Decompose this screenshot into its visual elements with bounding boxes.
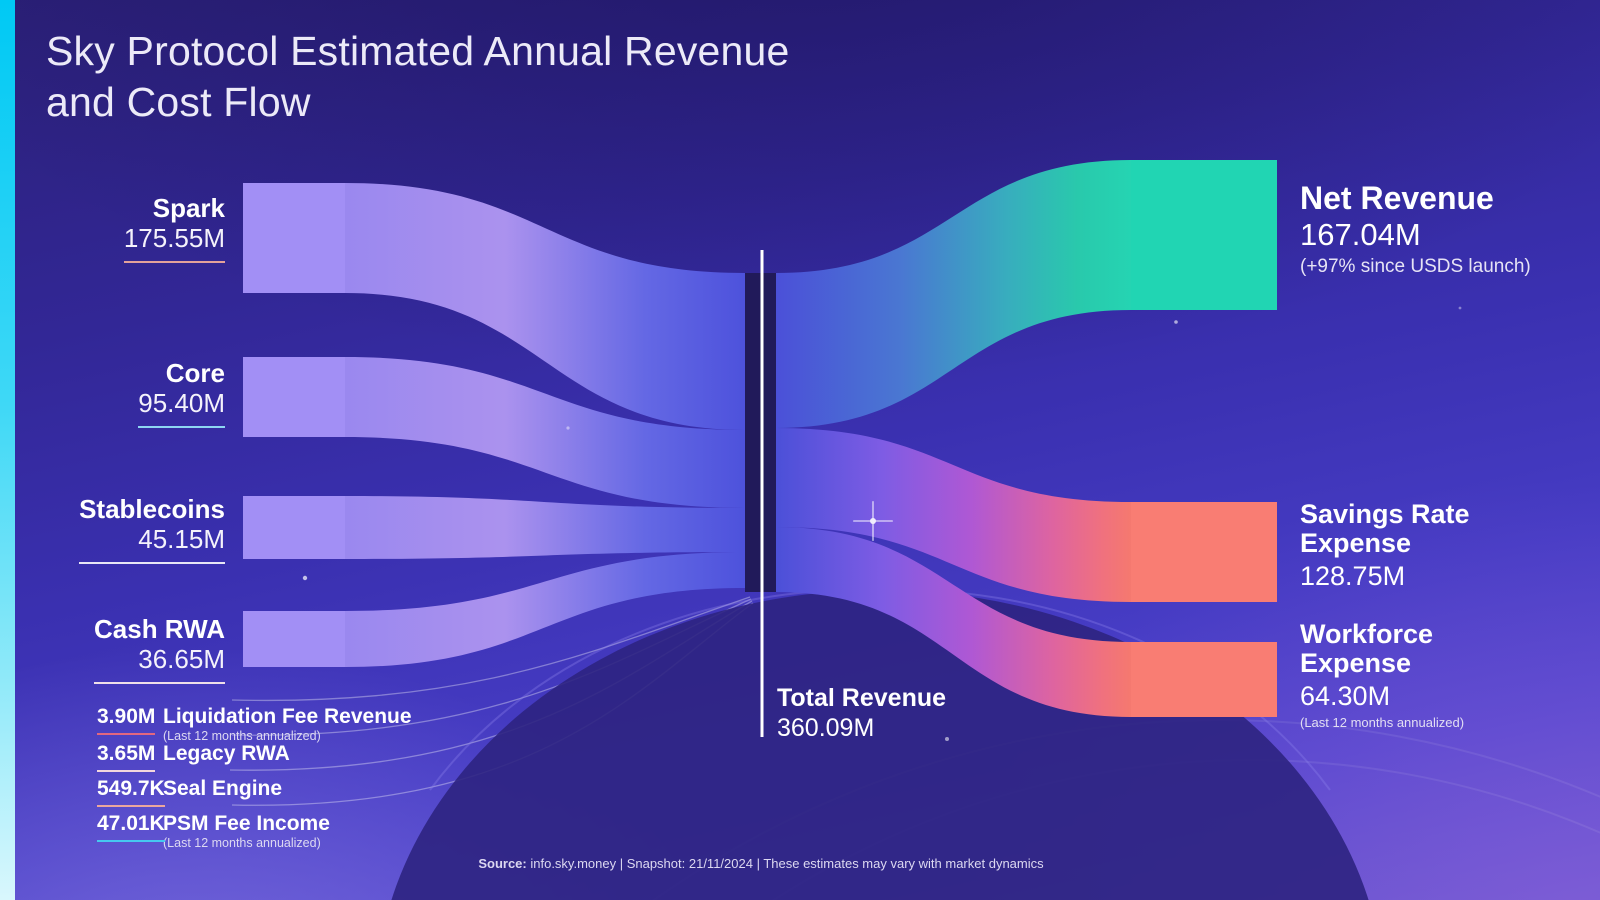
node-core: [243, 357, 345, 437]
stablecoins-underline: [79, 562, 225, 564]
inflow-label-spark: Spark 175.55M: [123, 193, 225, 263]
inflow-row-seal-engine: 549.7K Seal Engine: [97, 777, 283, 807]
core-value: 95.40M: [138, 388, 225, 418]
core-name: Core: [165, 358, 225, 388]
flow-cash-rwa: [345, 552, 745, 667]
center-divider-line: [760, 250, 764, 737]
flow-core: [345, 357, 745, 508]
cash-rwa-name: Cash RWA: [94, 614, 225, 644]
total-revenue-value: 360.09M: [777, 714, 875, 742]
core-underline: [138, 426, 225, 428]
page-title: Sky Protocol Estimated Annual Revenue an…: [46, 26, 790, 128]
flow-stablecoins: [345, 496, 745, 559]
stablecoins-value: 45.15M: [138, 524, 225, 554]
background-particles: [302, 306, 1462, 741]
workforce-value: 64.30M: [1300, 681, 1391, 711]
outflow-label-savings-rate: Savings Rate Expense 128.75M: [1300, 500, 1530, 592]
inflow-nodes: [243, 183, 345, 667]
liquidation-fee-value: 3.90M: [97, 705, 156, 735]
workforce-note: (Last 12 months annualized): [1300, 715, 1465, 730]
psm-fee-name: PSM Fee Income: [163, 812, 330, 835]
stablecoins-name: Stablecoins: [79, 494, 225, 524]
spark-value: 175.55M: [123, 223, 225, 253]
inflow-ribbons: [345, 183, 745, 667]
net-revenue-note: (+97% since USDS launch): [1300, 256, 1531, 277]
net-revenue-value: 167.04M: [1300, 217, 1421, 252]
total-revenue-name: Total Revenue: [777, 684, 947, 712]
legacy-rwa-name: Legacy RWA: [163, 742, 290, 765]
inflow-label-cash-rwa: Cash RWA 36.65M: [94, 614, 225, 684]
outflow-label-net-revenue: Net Revenue 167.04M (+97% since USDS lau…: [1300, 180, 1531, 279]
node-savings-rate-expense: [1131, 502, 1277, 602]
source-label: Source:: [478, 856, 527, 871]
spark-underline: [123, 261, 225, 263]
savings-rate-value: 128.75M: [1300, 561, 1406, 591]
left-accent-strip: [0, 0, 15, 900]
spark-name: Spark: [152, 193, 225, 223]
node-cash-rwa: [243, 611, 345, 667]
liquidation-fee-note: (Last 12 months annualized): [163, 729, 321, 743]
psm-fee-value: 47.01K: [97, 812, 165, 842]
psm-fee-note: (Last 12 months annualized): [163, 836, 321, 850]
node-spark: [243, 183, 345, 293]
cash-rwa-value: 36.65M: [138, 644, 225, 674]
page-title-line2: and Cost Flow: [46, 79, 311, 125]
source-text: info.sky.money | Snapshot: 21/11/2024 | …: [526, 856, 1044, 871]
flow-net-revenue: [776, 160, 1131, 428]
total-revenue-label: Total Revenue 360.09M: [777, 684, 946, 743]
net-revenue-name: Net Revenue: [1300, 180, 1494, 216]
inflow-row-psm-fee: 47.01K PSM Fee Income (Last 12 months an…: [97, 812, 330, 851]
node-net-revenue: [1131, 160, 1277, 310]
flow-workforce-expense: [776, 527, 1131, 717]
flow-savings-rate-expense: [776, 428, 1131, 602]
flow-liquidation-fee: [231, 596, 751, 702]
inflow-label-stablecoins: Stablecoins 45.15M: [79, 494, 225, 564]
source-footer: Source: info.sky.money | Snapshot: 21/11…: [0, 856, 1522, 871]
flow-spark: [345, 183, 745, 430]
seal-engine-value: 549.7K: [97, 777, 165, 807]
cash-rwa-underline: [94, 682, 225, 684]
liquidation-fee-name: Liquidation Fee Revenue: [163, 705, 412, 728]
savings-rate-name: Savings Rate Expense: [1300, 499, 1470, 558]
seal-engine-name: Seal Engine: [163, 777, 283, 800]
page-title-line1: Sky Protocol Estimated Annual Revenue: [46, 28, 790, 74]
node-stablecoins: [243, 496, 345, 559]
background-dome: [391, 590, 1369, 900]
inflow-label-core: Core 95.40M: [138, 358, 225, 428]
sparkle: [853, 501, 893, 541]
node-workforce-expense: [1131, 642, 1277, 717]
inflow-row-liquidation-fee: 3.90M Liquidation Fee Revenue (Last 12 m…: [97, 705, 412, 744]
inflow-row-legacy-rwa: 3.65M Legacy RWA: [97, 742, 290, 772]
workforce-name: Workforce Expense: [1300, 619, 1434, 678]
legacy-rwa-value: 3.65M: [97, 742, 156, 772]
outflow-label-workforce: Workforce Expense 64.30M (Last 12 months…: [1300, 619, 1530, 731]
